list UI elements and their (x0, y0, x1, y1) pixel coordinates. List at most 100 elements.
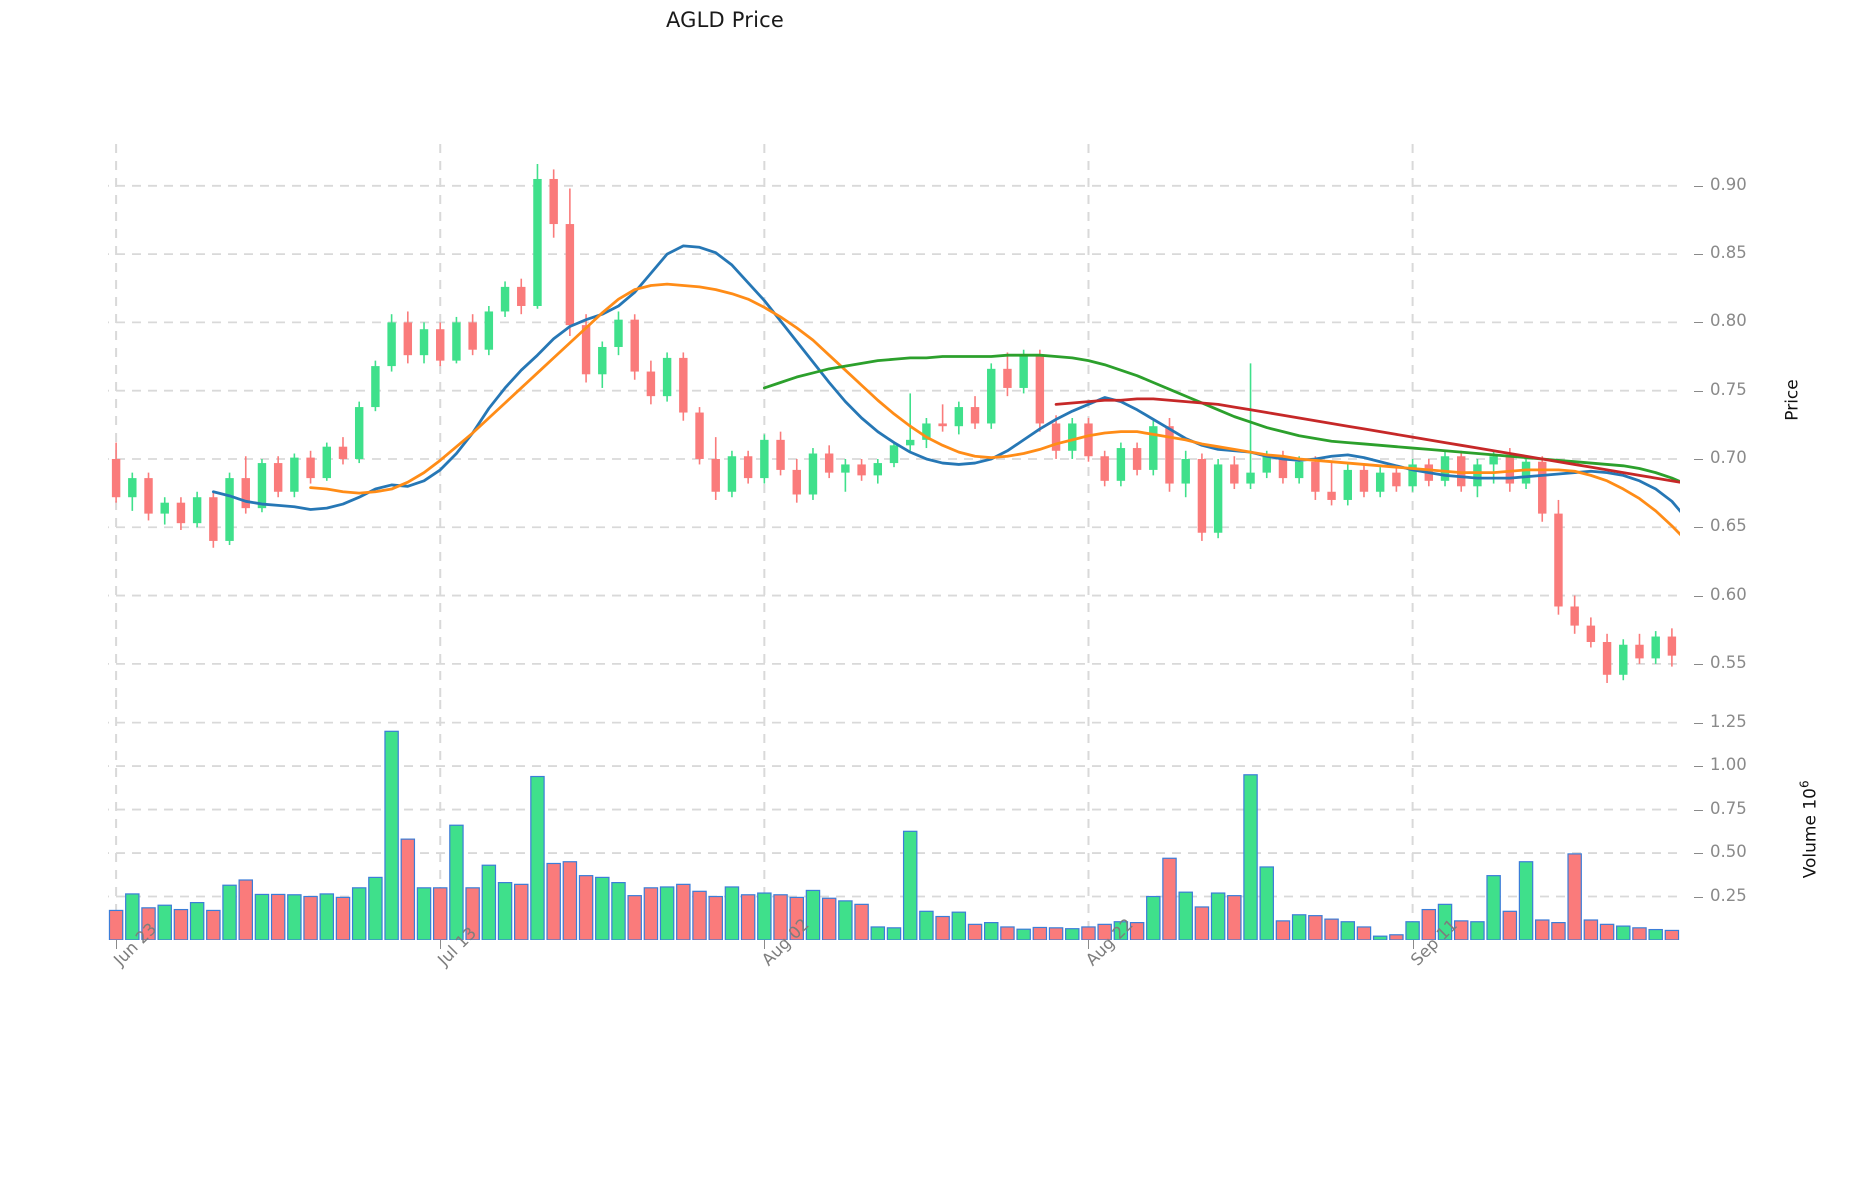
price-tick-label: 0.60 (1710, 584, 1747, 604)
volume-bar (773, 894, 788, 940)
volume-tick-mark (1694, 722, 1703, 724)
candlestick (646, 360, 656, 405)
candlestick (970, 396, 980, 429)
candlestick (549, 169, 558, 238)
volume-bar (270, 893, 286, 940)
moving-average-line (762, 353, 1680, 484)
price-tick-label: 0.55 (1710, 652, 1747, 672)
price-tick-label: 0.70 (1710, 447, 1747, 467)
candlestick (452, 316, 461, 364)
volume-bar (384, 730, 399, 940)
price-tick-label: 0.85 (1710, 243, 1747, 263)
candlestick (1651, 631, 1660, 664)
candlestick (1132, 442, 1142, 476)
volume-bar (1048, 927, 1064, 940)
volume-bar (708, 895, 723, 940)
candlestick (1440, 450, 1450, 487)
candlestick (824, 445, 834, 479)
candlestick (1149, 420, 1158, 476)
candlestick (1602, 633, 1612, 683)
volume-bar (821, 897, 837, 940)
volume-bar (1113, 921, 1129, 940)
volume-bar (497, 882, 513, 940)
candlestick (111, 442, 121, 503)
candlestick (225, 472, 234, 546)
volume-bar (1081, 926, 1096, 940)
page-title: AGLD Price (665, 8, 785, 32)
candlestick (662, 352, 672, 402)
x-tick-mark (764, 940, 766, 949)
volume-bar (1405, 921, 1420, 940)
candlestick (468, 314, 477, 356)
candlestick (922, 418, 931, 449)
volume-grid (108, 700, 1680, 940)
volume-bar (368, 876, 383, 940)
volume-bar (254, 893, 270, 940)
volume-bar (611, 882, 626, 940)
volume-bar (1178, 891, 1193, 940)
volume-bar (838, 900, 853, 940)
volume-bar (967, 923, 983, 940)
volume-bar (206, 909, 221, 940)
price-tick-mark (1694, 254, 1703, 256)
volume-bar (1194, 906, 1210, 940)
moving-average-line (309, 282, 1680, 537)
x-tick-mark (1412, 940, 1414, 949)
volume-bar (238, 879, 253, 940)
candlestick (873, 458, 883, 484)
candlestick (614, 311, 623, 356)
volume-bar (189, 902, 205, 940)
volume-bar (643, 887, 659, 940)
volume-tick-label: 0.75 (1710, 798, 1747, 818)
volume-bar (983, 922, 999, 940)
volume-tick-label: 1.00 (1710, 755, 1747, 775)
volume-axis-title-text: Volume 10 (1800, 788, 1821, 879)
price-series-layer (108, 138, 1680, 698)
volume-bar (1275, 920, 1291, 940)
volume-bar (287, 894, 302, 940)
volume-tick-label: 0.50 (1710, 842, 1747, 862)
volume-bar (530, 775, 545, 940)
volume-bar (757, 892, 772, 940)
volume-bar (1146, 895, 1161, 940)
candlestick (1246, 363, 1255, 490)
price-tick-label: 0.90 (1710, 174, 1747, 194)
candlestick (1554, 499, 1563, 615)
volume-bar (1016, 928, 1031, 940)
volume-bar (1583, 919, 1599, 940)
volume-bar (1340, 921, 1356, 940)
volume-bar (1291, 914, 1307, 940)
price-tick-mark (1694, 595, 1703, 597)
volume-bar (1243, 774, 1258, 940)
volume-bar (514, 883, 529, 940)
candlestick (1375, 467, 1385, 498)
volume-tick-label: 1.25 (1710, 711, 1747, 731)
candlestick (403, 311, 413, 364)
volume-chart-panel (108, 700, 1680, 940)
volume-bar (902, 830, 918, 940)
candlestick (371, 360, 380, 412)
candlestick (938, 404, 947, 432)
price-tick-mark (1694, 390, 1703, 392)
candlestick (889, 442, 899, 468)
volume-bar (1065, 928, 1080, 940)
candlestick (987, 363, 996, 429)
x-tick-mark (116, 940, 118, 949)
volume-tick-mark (1694, 766, 1703, 768)
candlestick (598, 341, 607, 388)
candlestick (1619, 639, 1628, 681)
volume-bar (789, 896, 805, 940)
candlestick (209, 491, 218, 548)
volume-bar (627, 895, 642, 940)
volume-bar (676, 883, 691, 940)
volume-bar (562, 861, 578, 940)
candlestick (1392, 467, 1401, 492)
volume-bar (1551, 922, 1566, 940)
volume-bar (1535, 919, 1550, 940)
volume-bar (1210, 892, 1226, 940)
volume-bar (886, 927, 902, 940)
candlestick (1084, 418, 1093, 462)
candlestick (841, 458, 850, 492)
candlestick (128, 472, 137, 511)
volume-bar (805, 889, 821, 940)
